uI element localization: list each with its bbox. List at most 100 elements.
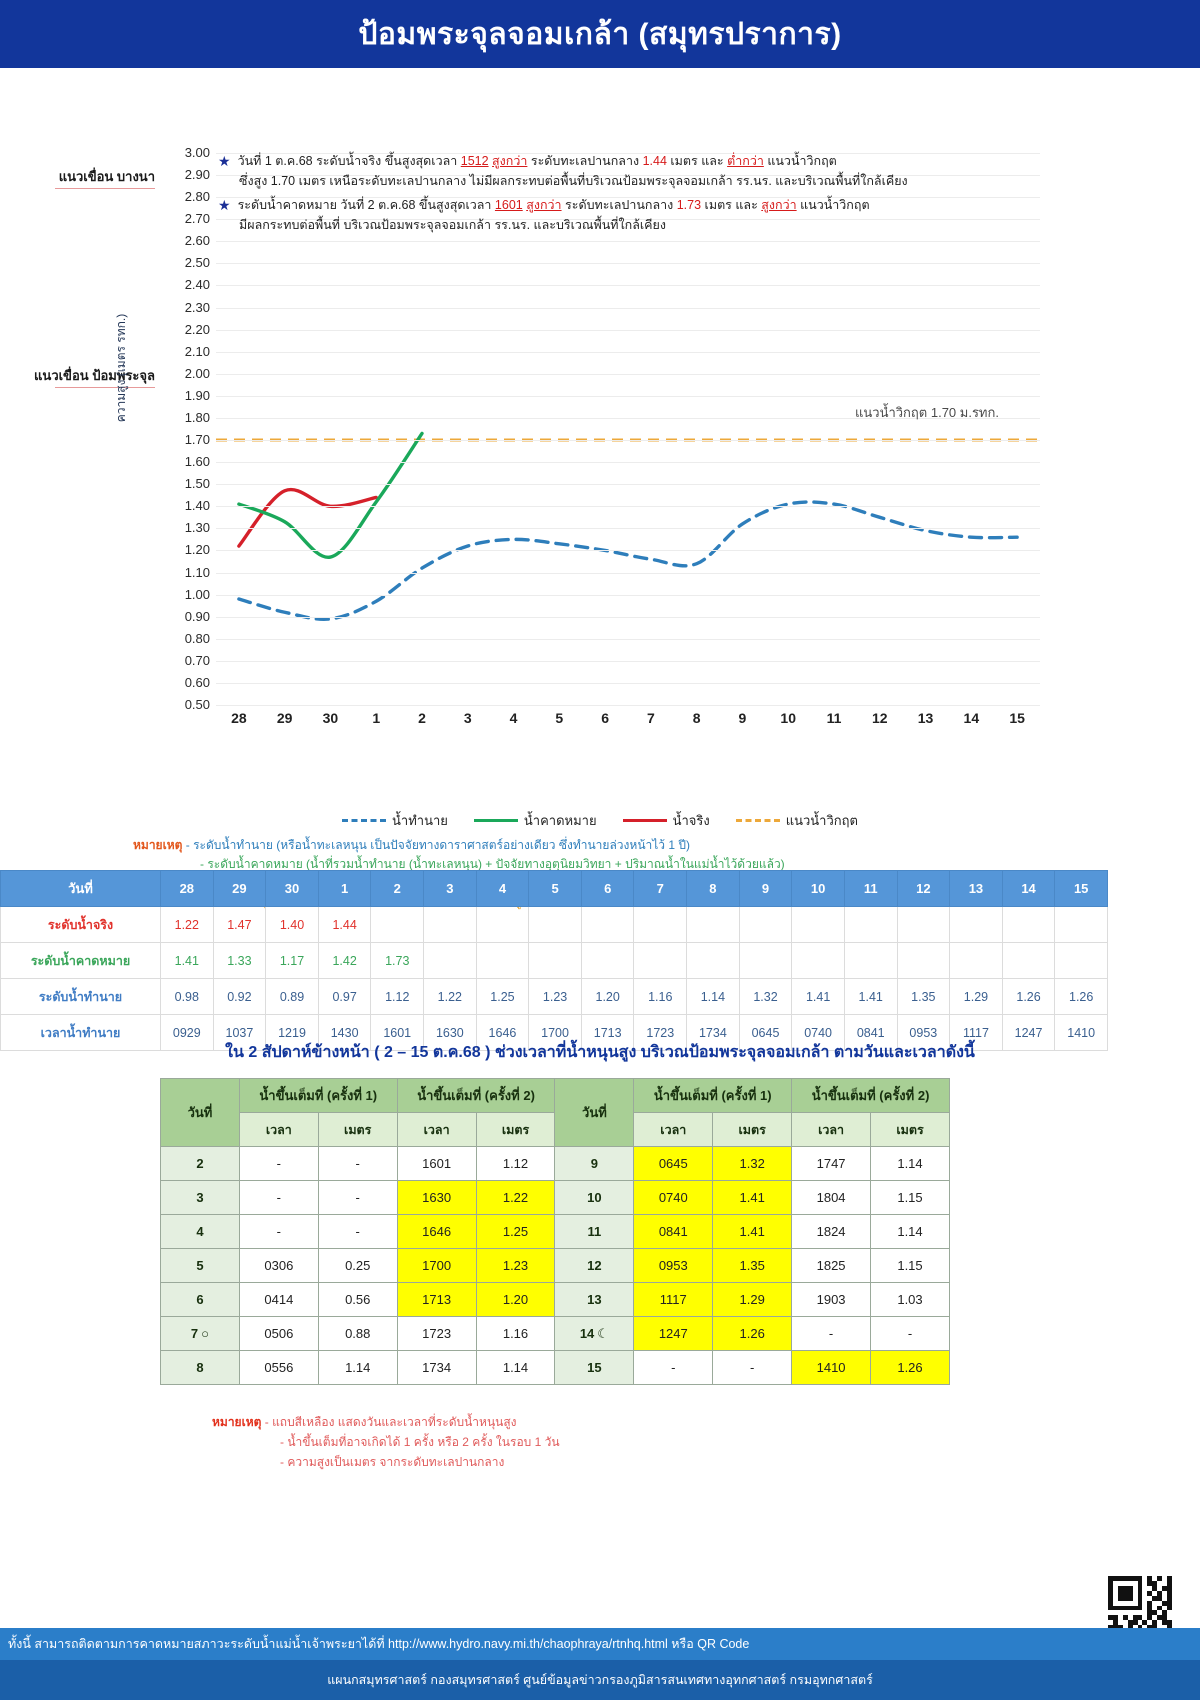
qr-module [1167,1585,1172,1591]
tide-meter-cell: - [317,1214,398,1249]
qr-module [1112,1615,1118,1621]
data-cell [423,906,477,943]
star-icon: ★ [218,153,231,169]
tide-note-heading: หมายเหตุ [212,1415,265,1429]
qr-module [1117,1585,1123,1591]
y-tick-label: 0.80 [184,630,210,646]
tide-meter-cell: 1.32 [712,1146,793,1181]
tide-row: 8 0556 1.14 1734 1.14 15- -1410 1.26 [160,1350,950,1385]
qr-module [1167,1576,1172,1581]
tide-time-cell: 1804 [791,1180,872,1215]
qr-module [1142,1620,1148,1626]
qr-module [1122,1605,1128,1611]
tide-meter-cell: 0.56 [317,1282,398,1317]
data-cell [686,906,740,943]
tide-time-cell: 1410 [791,1350,872,1385]
qr-module [1112,1625,1118,1631]
data-cell: 1.16 [633,978,688,1015]
qr-code-grid [1108,1576,1172,1640]
legend-item[interactable]: แนวน้ำวิกฤต [735,810,858,831]
footer-org-text: แผนกสมุทรศาสตร์ กองสมุทรศาสตร์ ศูนย์ข้อม… [327,1673,873,1687]
tide-header-group1-left: น้ำขึ้นเต็มที่ (ครั้งที่ 1) [238,1078,398,1113]
legend-swatch [622,819,667,822]
tide-meter-cell: 1.15 [870,1248,950,1283]
qr-module [1137,1595,1143,1601]
data-table-day-header: 14 [1001,870,1056,907]
data-cell [1001,942,1056,979]
grid-line [216,153,1040,154]
tide-table-head: วันที่ น้ำขึ้นเต็มที่ (ครั้งที่ 1) น้ำขึ… [160,1078,950,1147]
note-heading: หมายเหตุ [133,838,186,852]
qr-module [1137,1625,1143,1631]
grid-line [216,660,1040,662]
footer-link-text[interactable]: ทั้งนี้ สามารถติดตามการคาดหมายสภาวะระดับ… [8,1637,750,1651]
grid-line [216,705,1040,706]
data-table-day-header: 11 [843,870,898,907]
qr-module [1112,1620,1118,1626]
grid-line [216,241,1040,243]
tide-meter-cell: 1.15 [870,1180,950,1215]
qr-module [1137,1615,1143,1621]
page-header: ป้อมพระจุลจอมเกล้า (สมุทรปราการ) [0,0,1200,68]
grid-line [216,550,1040,552]
tide-meter-cell: 1.35 [712,1248,793,1283]
tide-time-cell: 1824 [791,1214,872,1249]
annotation-text: วันที่ 1 ต.ค.68 ระดับน้ำจริง ขึ้นสูงสุดเ… [237,154,837,168]
data-cell [791,942,845,979]
tide-note-line: - ความสูงเป็นเมตร จากระดับทะเลปานกลาง [280,1455,505,1469]
qr-module [1152,1620,1158,1626]
x-tick-label: 8 [692,710,701,726]
y-tick-label: 1.40 [184,498,210,514]
data-cell [843,942,898,979]
qr-module [1167,1580,1172,1586]
data-cell: 1.47 [212,906,267,943]
data-cell [949,906,1003,943]
qr-module [1132,1605,1138,1611]
qr-module [1117,1576,1123,1581]
x-tick-label: 12 [871,710,888,726]
tide-meter-cell: 1.26 [712,1316,793,1351]
data-table-body: ระดับน้ำจริง 1.22 1.47 1.40 1.44 ระดับน้ำคาดห… [0,906,1108,1051]
tide-time-cell: 0645 [633,1146,714,1181]
y-tick-label: 2.60 [184,233,210,249]
data-cell: 1.26 [1001,978,1056,1015]
legend-item[interactable]: น้ำคาดหมาย [473,810,597,831]
qr-module [1157,1605,1163,1611]
y-tick-label: 2.20 [184,321,210,337]
tide-time-cell: 1646 [396,1214,477,1249]
tide-meter-cell: 0.25 [317,1248,398,1283]
qr-module [1127,1585,1133,1591]
tide-time-cell: - [633,1350,714,1385]
grid-line [216,616,1040,618]
data-cell: 1.22 [423,978,477,1015]
legend-item[interactable]: น้ำทำนาย [342,810,448,831]
chart-area: แนวเขื่อน บางนา แนวเขื่อน ป้อมพระจุล ควา… [0,68,1200,909]
qr-module [1108,1600,1113,1606]
tide-time-cell: 1601 [396,1146,477,1181]
data-cell [896,942,951,979]
qr-module [1117,1595,1123,1601]
qr-module [1147,1610,1153,1616]
tide-meter-cell: 1.03 [870,1282,950,1317]
page-title: ป้อมพระจุลจอมเกล้า (สมุทรปราการ) [358,17,842,51]
data-cell: 1.41 [843,978,898,1015]
data-cell [1054,906,1108,943]
grid-line [216,307,1040,309]
data-cell [580,906,635,943]
data-cell: 1.73 [370,942,425,979]
x-tick-label: 1 [372,710,381,726]
tide-time-cell: 1747 [791,1146,872,1181]
tide-section-heading: ใน 2 สัปดาห์ข้างหน้า ( 2 – 15 ต.ค.68 ) ช… [225,1044,975,1061]
annotation-text-line2: ซึ่งสูง 1.70 เมตร เหนือระดับทะเลปานกลาง … [239,174,908,188]
y-axis-title: ความสูง (เมตร รทก.) [114,313,128,423]
tide-note-text: - แถบสีเหลือง แสดงวันและเวลาที่ระดับน้ำห… [264,1415,517,1429]
y-tick-label: 2.50 [184,255,210,271]
tide-meter-cell: 1.14 [475,1350,556,1385]
data-cell [528,906,582,943]
tide-time-cell: 0414 [238,1282,319,1317]
x-tick-label: 7 [646,710,655,726]
qr-module [1157,1590,1163,1596]
grid-line [216,506,1040,508]
legend-item[interactable]: น้ำจริง [622,810,710,831]
data-cell [738,942,793,979]
